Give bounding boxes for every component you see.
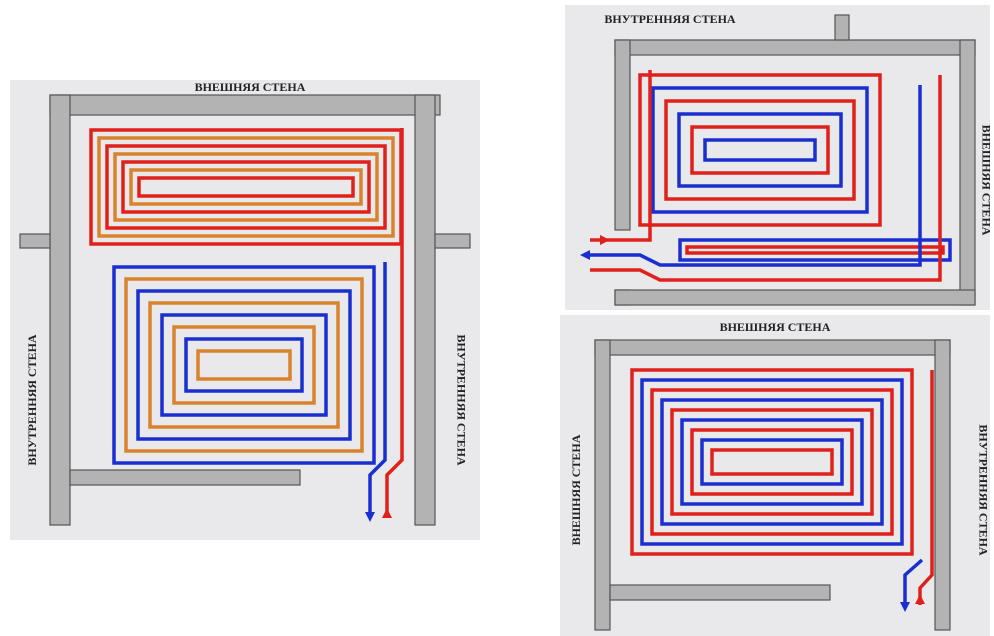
- wall-label: ВНЕШНЯЯ СТЕНА: [195, 80, 306, 94]
- wall: [435, 234, 470, 248]
- wall: [595, 340, 610, 630]
- wall: [960, 40, 975, 305]
- wall-label: ВНУТРЕННЯЯ СТЕНА: [454, 334, 468, 465]
- wall: [20, 234, 50, 248]
- wall-label: ВНУТРЕННЯЯ СТЕНА: [604, 12, 735, 26]
- wall-label: ВНУТРЕННЯЯ СТЕНА: [25, 334, 39, 465]
- wall: [615, 40, 630, 230]
- wall: [615, 290, 975, 305]
- wall: [50, 95, 440, 115]
- wall: [835, 15, 849, 40]
- wall: [935, 340, 950, 630]
- wall: [615, 40, 975, 55]
- wall-label: ВНУТРЕННЯЯ СТЕНА: [976, 424, 990, 555]
- wall-label: ВНЕШНЯЯ СТЕНА: [569, 434, 583, 545]
- wall: [415, 95, 435, 525]
- wall-label: ВНЕШНЯЯ СТЕНА: [720, 320, 831, 334]
- wall: [595, 340, 950, 355]
- wall: [70, 470, 300, 485]
- wall: [50, 95, 70, 525]
- wall-label: ВНЕШНЯЯ СТЕНА: [979, 125, 993, 236]
- floor-heating-diagrams: ВНЕШНЯЯ СТЕНА ВНУТРЕННЯЯ СТЕНА ВНУТРЕННЯ…: [0, 0, 994, 636]
- wall: [610, 585, 830, 600]
